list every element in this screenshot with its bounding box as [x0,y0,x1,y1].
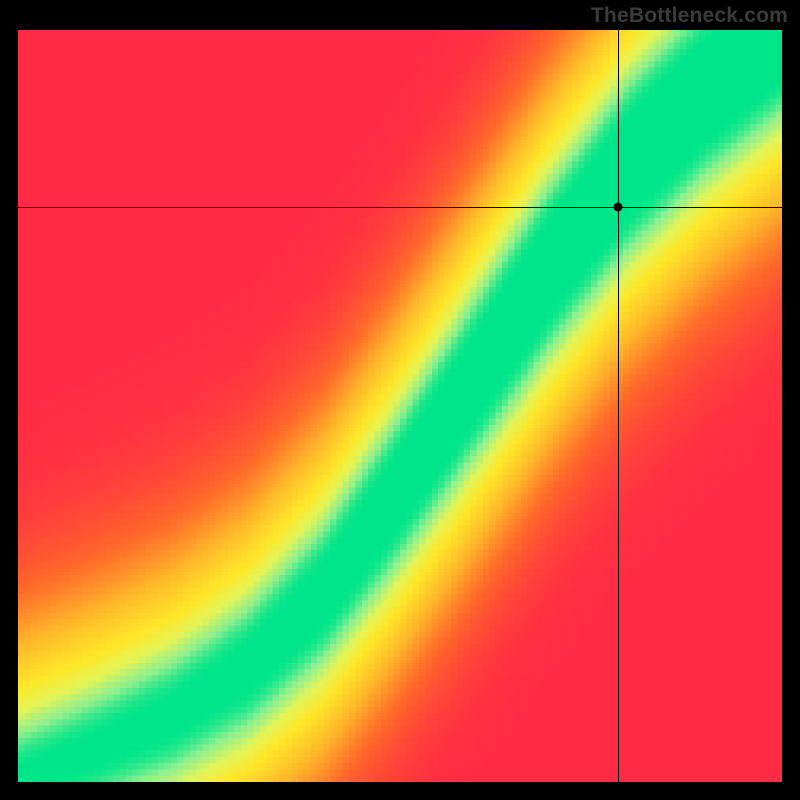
crosshair-marker-dot [613,202,622,211]
watermark-text: TheBottleneck.com [591,4,788,28]
plot-area [18,30,782,782]
crosshair-horizontal [18,207,782,208]
heatmap-canvas [18,30,782,782]
crosshair-vertical [618,30,619,782]
